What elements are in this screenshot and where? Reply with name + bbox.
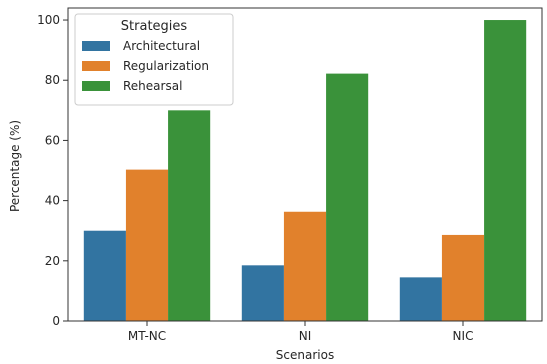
x-ticks: MT-NC NI NIC	[128, 321, 474, 343]
legend-swatch-rehearsal	[82, 81, 110, 91]
legend-swatch-architectural	[82, 41, 110, 51]
legend-label-rehearsal: Rehearsal	[123, 79, 182, 93]
x-tick-label: NI	[299, 329, 312, 343]
y-tick-label: 100	[37, 13, 60, 27]
bar-regularization-nic	[441, 234, 485, 321]
bar-architectural-nic	[399, 277, 442, 321]
bar-rehearsal-ni	[326, 73, 369, 321]
y-tick-label: 80	[45, 73, 60, 87]
bar-rehearsal-nic	[484, 20, 527, 321]
y-tick-label: 60	[45, 133, 60, 147]
y-tick-label: 20	[45, 254, 60, 268]
x-axis-label: Scenarios	[276, 348, 334, 362]
bar-rehearsal-mt-nc	[168, 110, 211, 321]
legend-items: Architectural Regularization Rehearsal	[82, 39, 209, 93]
bar-architectural-mt-nc	[83, 230, 126, 321]
bar-regularization-mt-nc	[125, 169, 169, 321]
legend-label-regularization: Regularization	[123, 59, 209, 73]
y-tick-label: 0	[52, 314, 60, 328]
legend-box	[74, 13, 234, 106]
legend-label-architectural: Architectural	[123, 39, 200, 53]
legend: Strategies Architectural Regularization Re…	[74, 13, 234, 106]
y-ticks: 0 20 40 60 80 100	[37, 13, 68, 328]
bar-regularization-ni	[283, 211, 327, 321]
x-tick-label: MT-NC	[128, 329, 166, 343]
legend-title: Strategies	[121, 19, 188, 34]
y-axis-label: Percentage (%)	[8, 120, 22, 212]
x-tick-label: NIC	[453, 329, 474, 343]
y-tick-label: 40	[45, 194, 60, 208]
bar-architectural-ni	[241, 265, 284, 321]
legend-swatch-regularization	[82, 61, 110, 71]
bars-layer	[83, 20, 527, 321]
